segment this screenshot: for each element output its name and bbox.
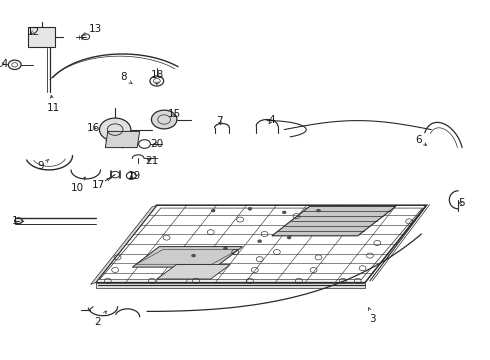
Circle shape — [211, 209, 215, 212]
Polygon shape — [91, 205, 157, 284]
Circle shape — [317, 209, 320, 212]
Circle shape — [248, 207, 252, 210]
Text: 16: 16 — [86, 123, 100, 133]
Text: 9: 9 — [37, 159, 49, 171]
Circle shape — [287, 236, 291, 239]
Polygon shape — [157, 265, 230, 279]
Polygon shape — [105, 131, 140, 148]
Text: 3: 3 — [368, 307, 376, 324]
Text: 4: 4 — [269, 114, 275, 125]
Text: 7: 7 — [216, 116, 223, 126]
Polygon shape — [132, 247, 243, 267]
Polygon shape — [272, 206, 396, 236]
Text: 2: 2 — [95, 311, 106, 327]
Circle shape — [258, 240, 262, 243]
Text: 18: 18 — [151, 70, 165, 85]
Text: 20: 20 — [150, 139, 163, 149]
Text: 5: 5 — [458, 198, 465, 208]
Text: 19: 19 — [128, 171, 142, 181]
Text: 14: 14 — [0, 59, 9, 69]
Circle shape — [151, 110, 177, 129]
Text: 12: 12 — [26, 27, 40, 37]
Text: 21: 21 — [145, 156, 159, 166]
Text: 10: 10 — [71, 177, 85, 193]
Circle shape — [282, 211, 286, 214]
Circle shape — [192, 254, 196, 257]
Text: 6: 6 — [416, 135, 427, 145]
Text: 17: 17 — [91, 178, 110, 190]
Circle shape — [99, 118, 131, 141]
Text: 8: 8 — [120, 72, 132, 84]
Text: 11: 11 — [47, 95, 61, 113]
Text: 1: 1 — [11, 216, 24, 226]
Text: 15: 15 — [167, 109, 181, 119]
Polygon shape — [96, 283, 365, 288]
Circle shape — [223, 247, 227, 250]
Text: 13: 13 — [83, 24, 102, 35]
Polygon shape — [28, 27, 55, 47]
